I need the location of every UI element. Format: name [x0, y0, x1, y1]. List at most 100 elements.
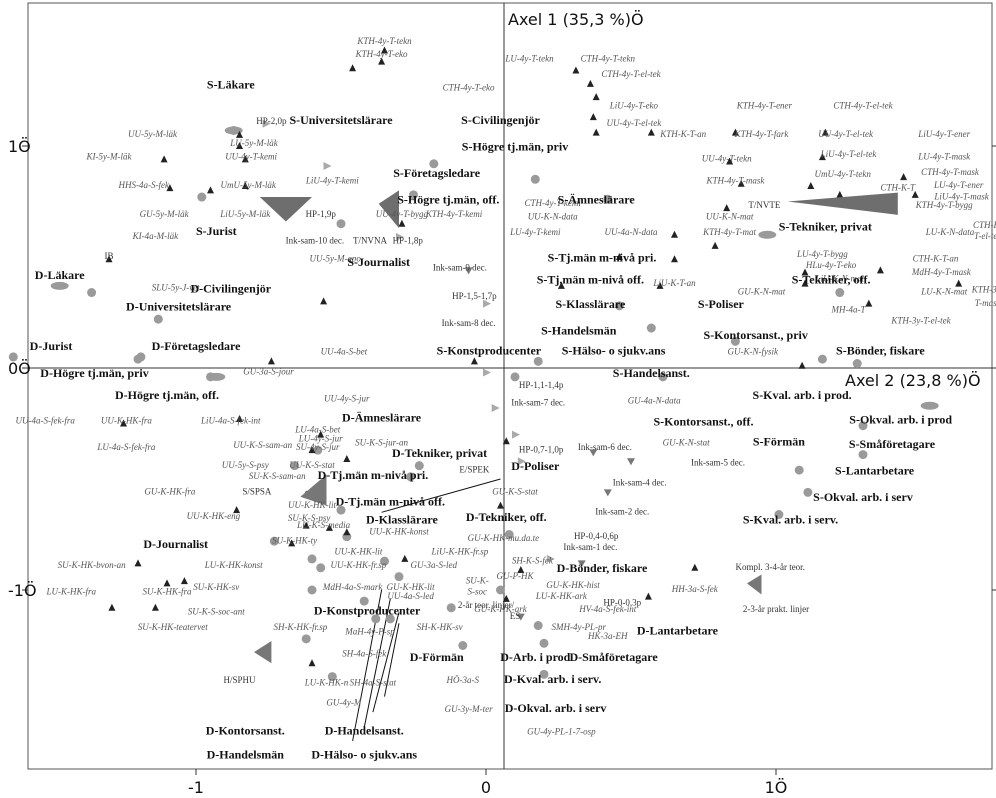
plot-frame — [27, 2, 993, 770]
point-label: S-Småföretagare — [849, 437, 936, 451]
program-point — [801, 268, 809, 276]
point-label: LU-K-HK-konst — [204, 560, 263, 570]
point-label: SMH-4y-PL-pr — [552, 622, 607, 632]
category-point — [406, 472, 416, 482]
category-point — [835, 288, 845, 298]
program-point — [656, 281, 664, 289]
point-label: MdH-4a-S-mark — [322, 582, 383, 592]
category-point — [539, 638, 549, 648]
point-label: SLU-5y-J-vet — [152, 282, 200, 292]
point-label: GU-3a-S-led — [411, 560, 458, 570]
program-point — [557, 281, 565, 289]
category-point — [380, 556, 389, 566]
point-label: S-Handelsmän — [541, 324, 617, 338]
point-label: S-Tj.män m-nivå pri. — [548, 250, 657, 264]
point-label: S-Okval. arb. i serv — [813, 490, 913, 504]
program-point — [398, 219, 406, 227]
program-point — [325, 523, 333, 531]
point-label: UmU-4y-T-tekn — [815, 169, 872, 179]
category-ellipse — [207, 372, 226, 381]
program-point — [105, 255, 113, 263]
program-point — [691, 563, 699, 571]
category-point — [133, 354, 143, 364]
category-point — [307, 585, 317, 595]
category-point — [197, 192, 207, 202]
point-label: Kompl. 3-4-år teor. — [735, 562, 804, 572]
supplementary-point-down — [603, 489, 612, 497]
program-point — [615, 253, 623, 260]
point-label: SU-K-HK-sv — [193, 582, 239, 592]
point-label: GU-K-N-mat — [738, 287, 786, 297]
connector-line — [363, 598, 391, 728]
point-label: D-Tj.män m-nivå off. — [336, 495, 445, 509]
program-point — [233, 506, 241, 514]
category-point — [852, 359, 862, 369]
program-point — [589, 113, 597, 121]
point-label: LU-K-S-media — [296, 520, 350, 530]
program-point — [711, 241, 719, 249]
vertical-axis-title: Axel 1 (35,3 %)Ö — [508, 10, 644, 29]
point-label: UU-4y-T-kemi — [225, 151, 277, 161]
point-label: MH-4a-T — [831, 305, 867, 315]
point-label: UU-K-HK-fr.sp — [331, 560, 387, 570]
large-supplementary-marker — [300, 474, 327, 506]
point-label: D-Klasslärare — [366, 512, 438, 526]
program-point — [572, 66, 580, 74]
category-point — [794, 465, 804, 475]
point-label: HP-0,7-1,0p — [519, 444, 564, 454]
point-label: Ink-sam-8 dec. — [442, 318, 496, 328]
program-point — [343, 455, 351, 463]
point-label: S-Bönder, fiskare — [836, 344, 925, 358]
point-label: Ink-sam-5 dec. — [691, 458, 745, 468]
point-label: Ink-sam-7 dec. — [511, 398, 565, 408]
x-tick-label: 0 — [481, 778, 491, 797]
point-label: S-Tekniker, off. — [792, 273, 871, 287]
axes-layer: -1 0 1Ö 1Ö 0Ö -1Ö — [8, 3, 996, 797]
program-point — [644, 592, 652, 600]
point-label: S-Hälso- o sjukv.ans — [562, 344, 666, 358]
connector-line — [381, 478, 501, 513]
point-label: LiU-K-T-an — [652, 278, 696, 288]
supplementary-point-down — [589, 449, 598, 457]
point-label: UU-4y-T-el-tek — [818, 129, 874, 139]
point-label: HP-0,4-0,6p — [574, 531, 619, 541]
point-label: UU-4y-T-el-tek — [606, 118, 662, 128]
point-label: HP-1,8p — [393, 236, 424, 246]
point-label: LU-4a-S-bet — [294, 424, 340, 434]
y-tick-label: 0Ö — [8, 359, 31, 378]
point-label: S-Kval. arb. i serv. — [743, 512, 838, 526]
x-tick-label: -1 — [188, 778, 204, 797]
point-label: LU-4y-T-mask — [917, 151, 971, 161]
point-label: LiU-K-N-mat — [815, 273, 865, 283]
program-point — [317, 430, 325, 438]
point-label: D-Konstproducenter — [314, 603, 421, 617]
point-label: HP-1,1-1,4p — [519, 380, 564, 390]
program-point — [876, 266, 884, 274]
point-label: LiU-5y-M-läk — [219, 209, 271, 219]
category-point — [313, 445, 323, 455]
program-point — [900, 173, 908, 181]
point-label: KTH-4y-T-tekn — [356, 36, 412, 46]
program-point — [647, 128, 655, 136]
supplementary-point — [546, 554, 555, 563]
point-label: S-Tekniker, privat — [779, 219, 872, 233]
category-point — [603, 194, 613, 204]
point-label: D-Civilingenjör — [190, 282, 271, 296]
point-label: LU-4y-T-ener — [933, 180, 984, 190]
category-point — [87, 288, 97, 298]
program-point — [801, 279, 809, 287]
point-label: LiU-4a-S-fek-int — [200, 416, 261, 426]
point-label: S-Kontorsanst., priv — [704, 328, 808, 342]
point-label: SH-K-HK-fr.sp — [274, 622, 328, 632]
program-point — [180, 577, 188, 585]
large-supplementary-marker — [378, 190, 399, 229]
program-point — [798, 361, 806, 369]
point-label: D-Okval. arb. i serv — [505, 701, 607, 715]
category-point — [504, 530, 514, 539]
point-label: SU-4y-S-jur — [296, 442, 340, 452]
category-point — [290, 461, 300, 471]
category-point — [858, 421, 868, 431]
point-label: LU-4y-T-kemi — [509, 227, 561, 237]
point-label: T/NVNA — [353, 236, 387, 246]
category-point — [316, 563, 326, 573]
